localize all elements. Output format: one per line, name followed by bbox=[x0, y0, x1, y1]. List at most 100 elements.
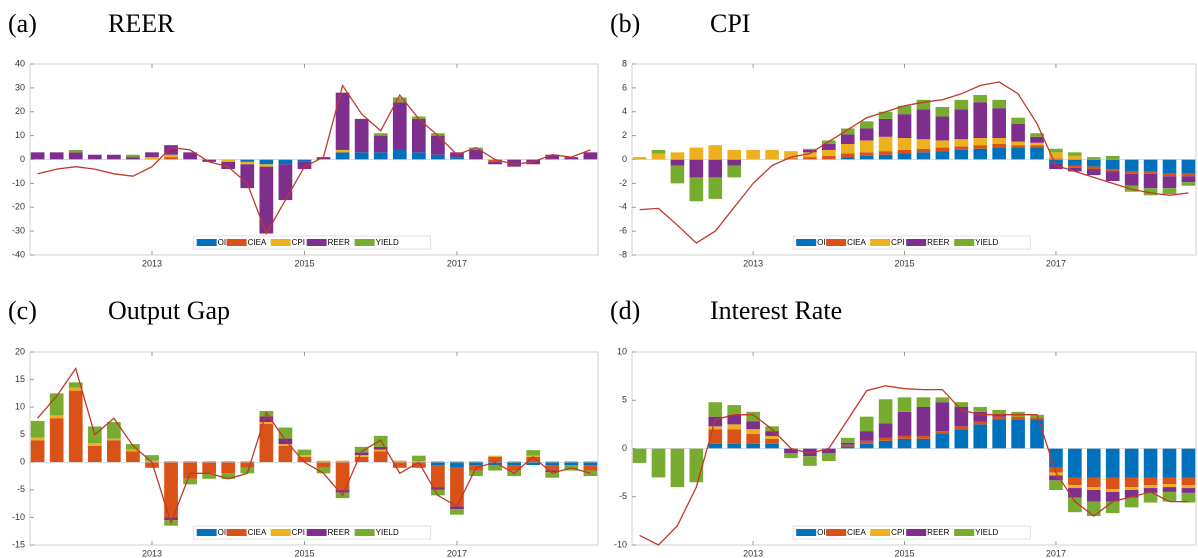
bar-segment bbox=[507, 462, 521, 466]
bar-segment bbox=[840, 143, 855, 154]
bar-segment bbox=[689, 448, 704, 483]
bar-segment bbox=[803, 149, 817, 153]
bar-segment bbox=[373, 449, 388, 452]
x-tick-label: 2015 bbox=[895, 548, 915, 558]
bar-segment bbox=[373, 152, 388, 160]
bar-segment bbox=[1162, 159, 1177, 174]
bar-segment bbox=[935, 151, 950, 160]
bar-segment bbox=[973, 421, 988, 425]
legend-swatch bbox=[954, 239, 975, 246]
bar-segment bbox=[632, 448, 647, 463]
bar-segment bbox=[973, 145, 988, 149]
bar-segment bbox=[411, 116, 426, 119]
bar-segment bbox=[1030, 417, 1044, 420]
y-tick-label: -4 bbox=[619, 202, 627, 212]
bar-segment bbox=[488, 159, 502, 162]
bar-segment bbox=[935, 106, 950, 117]
bar-segment bbox=[859, 155, 874, 160]
bar-segment bbox=[183, 462, 197, 479]
bar-segment bbox=[878, 437, 893, 441]
panel-label: (d) bbox=[610, 296, 640, 325]
bar-segment bbox=[935, 116, 950, 141]
y-tick-label: 6 bbox=[622, 82, 627, 92]
bar-segment bbox=[87, 445, 102, 463]
bar-segment bbox=[1086, 169, 1101, 176]
bar-segment bbox=[164, 145, 178, 155]
bar-segment bbox=[897, 114, 912, 139]
bar-segment bbox=[450, 462, 464, 468]
bar-segment bbox=[1181, 485, 1196, 489]
y-tick-label: 10 bbox=[15, 130, 25, 140]
bar-segment bbox=[727, 424, 742, 430]
bar-segment bbox=[746, 434, 760, 444]
bar-segment bbox=[878, 423, 893, 438]
bar-segment bbox=[935, 402, 950, 432]
bar-segment bbox=[784, 453, 798, 459]
legend-label: CIEA bbox=[847, 238, 866, 247]
panel-label: (c) bbox=[8, 296, 37, 325]
x-tick-label: 2015 bbox=[294, 258, 314, 268]
bar-segment bbox=[1105, 448, 1120, 478]
bar-segment bbox=[1143, 171, 1158, 174]
legend-label: YIELD bbox=[376, 238, 399, 247]
bar-segment bbox=[392, 97, 407, 103]
bar-segment bbox=[278, 445, 293, 463]
bar-segment bbox=[1143, 488, 1158, 493]
bar-segment bbox=[450, 461, 464, 463]
bar-segment bbox=[1086, 501, 1101, 517]
bar-segment bbox=[897, 397, 912, 412]
y-tick-label: 0 bbox=[20, 457, 25, 467]
bar-segment bbox=[708, 177, 723, 199]
bar-segment bbox=[840, 446, 855, 449]
bar-segment bbox=[278, 159, 293, 165]
bar-segment bbox=[221, 161, 236, 170]
bar-segment bbox=[68, 382, 83, 388]
panel-title: CPI bbox=[710, 9, 750, 38]
panel: (d) Interest Rate -10 -5 0 5 10 2013 2015 2017 OIL… bbox=[610, 296, 1197, 558]
bar-segment bbox=[49, 415, 64, 419]
bar-segment bbox=[803, 456, 817, 466]
bar-segment bbox=[297, 455, 312, 457]
bar-segment bbox=[916, 152, 931, 160]
bar-segment bbox=[583, 461, 598, 463]
legend-label: OIL bbox=[218, 238, 231, 247]
bar-segment bbox=[583, 152, 598, 160]
bar-segment bbox=[708, 426, 723, 430]
bar-segment bbox=[840, 153, 855, 158]
bar-segment bbox=[507, 159, 521, 167]
panel-label: (a) bbox=[8, 9, 37, 38]
y-tick-label: -30 bbox=[12, 226, 25, 236]
bar-segment bbox=[1068, 155, 1082, 160]
bar-segment bbox=[840, 437, 855, 443]
bar-segment bbox=[431, 462, 445, 466]
bar-segment bbox=[392, 460, 407, 463]
bar-segment bbox=[1181, 176, 1196, 183]
bar-segment bbox=[973, 138, 988, 146]
y-tick-label: -5 bbox=[619, 491, 627, 501]
bar-segment bbox=[878, 111, 893, 119]
y-tick-label: 10 bbox=[15, 402, 25, 412]
bar-segment bbox=[1049, 480, 1063, 490]
bar-segment bbox=[469, 470, 483, 477]
bar-segment bbox=[670, 159, 685, 166]
bar-segment bbox=[916, 435, 931, 439]
legend-label: OIL bbox=[817, 528, 830, 537]
bar-segment bbox=[278, 438, 293, 445]
bar-segment bbox=[1068, 497, 1082, 513]
legend-swatch bbox=[226, 529, 247, 536]
bar-segment bbox=[1181, 492, 1196, 503]
bar-segment bbox=[765, 443, 779, 449]
bar-segment bbox=[240, 161, 255, 165]
legend-label: OIL bbox=[218, 528, 231, 537]
bar-segment bbox=[1105, 477, 1120, 490]
bar-segment bbox=[1181, 488, 1196, 493]
legend-swatch bbox=[906, 239, 927, 246]
bar-segment bbox=[1162, 173, 1177, 177]
bar-segment bbox=[897, 435, 912, 439]
bar-segment bbox=[878, 154, 893, 160]
bar-segment bbox=[727, 405, 742, 415]
bar-segment bbox=[354, 446, 369, 453]
bar-segment bbox=[1162, 448, 1177, 478]
bar-segment bbox=[259, 166, 274, 234]
bar-segment bbox=[49, 418, 64, 463]
